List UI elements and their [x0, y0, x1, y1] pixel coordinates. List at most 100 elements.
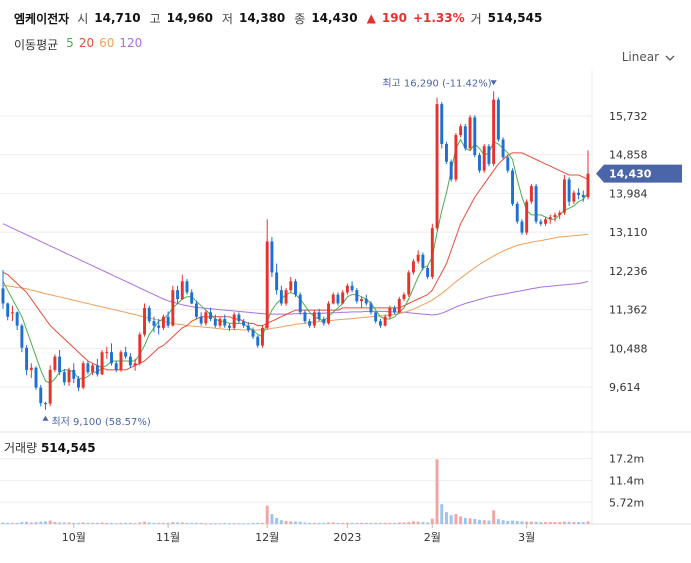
- candle-body: [157, 325, 161, 328]
- candle-body: [43, 403, 47, 405]
- candle: [397, 296, 401, 314]
- volume-bar: [388, 522, 392, 524]
- candle-body: [440, 104, 444, 144]
- volume-bar: [548, 522, 552, 524]
- volume-bar: [194, 522, 198, 524]
- price-tick-label: 9,614: [609, 381, 641, 394]
- candle-body: [289, 281, 293, 291]
- candle-body: [572, 192, 576, 202]
- candle-body: [421, 254, 425, 269]
- candle-body: [478, 155, 481, 171]
- candle: [105, 346, 109, 359]
- candle: [511, 168, 514, 207]
- ma-line-120: [2, 223, 589, 316]
- candle-body: [242, 321, 246, 326]
- volume-bar: [213, 523, 217, 525]
- candle: [34, 366, 38, 390]
- volume-bar: [515, 520, 519, 524]
- volume-bar: [355, 522, 359, 524]
- volume-bar: [223, 522, 227, 524]
- candle: [421, 252, 425, 271]
- open-value: 14,710: [94, 11, 141, 25]
- candle: [586, 150, 590, 200]
- candle-body: [53, 356, 57, 370]
- candle-body: [176, 290, 180, 300]
- high-label: 고: [149, 11, 161, 26]
- candle: [289, 276, 293, 293]
- volume-bar: [185, 522, 189, 524]
- ma-60-label: 60: [99, 36, 115, 50]
- volume-bar: [416, 521, 420, 524]
- candle: [20, 323, 24, 353]
- candle-body: [39, 387, 43, 404]
- volume-bar: [468, 518, 472, 524]
- candle: [525, 199, 529, 235]
- volume-bar: [520, 521, 524, 524]
- candle: [445, 141, 448, 164]
- candle-body: [34, 367, 38, 388]
- candle-body: [468, 117, 472, 149]
- candle-body: [114, 363, 118, 370]
- candle: [468, 115, 472, 151]
- high-value: 14,960: [166, 11, 213, 25]
- price-tick-label: 13,984: [609, 187, 648, 200]
- volume-bar: [459, 516, 463, 524]
- candle-body: [279, 290, 283, 304]
- candle: [539, 219, 543, 226]
- candle: [232, 312, 236, 331]
- volume-bar: [261, 522, 264, 524]
- candle-body: [166, 316, 170, 326]
- candle: [58, 349, 62, 376]
- candle: [388, 305, 392, 319]
- candle: [374, 311, 378, 324]
- candle-body: [360, 299, 364, 302]
- volume-bar: [166, 522, 170, 524]
- candle-body: [77, 378, 80, 388]
- stock-summary-header: 엠케이전자 시 14,710 고 14,960 저 14,380 종 14,43…: [14, 8, 545, 28]
- volume-label: 거: [470, 11, 482, 26]
- candle-body: [15, 312, 19, 326]
- volume-bar: [6, 522, 10, 524]
- candle-body: [544, 219, 548, 224]
- volume-bar: [180, 522, 184, 524]
- candle: [312, 310, 316, 328]
- candle: [6, 302, 10, 321]
- volume-bar: [506, 520, 510, 524]
- volume-bar: [270, 514, 274, 524]
- candle: [138, 332, 142, 366]
- candle-body: [133, 363, 137, 366]
- volume-bar: [105, 522, 109, 524]
- candle: [322, 316, 326, 326]
- moving-average-legend[interactable]: 이동평균 5 20 60 120: [14, 36, 142, 53]
- volume-bar: [369, 522, 373, 524]
- current-price-badge-bg: [596, 164, 682, 183]
- candle: [577, 188, 581, 200]
- scale-label: Linear: [621, 50, 659, 64]
- volume-tick-label: 5.72m: [609, 496, 644, 509]
- volume-bar: [586, 521, 590, 524]
- candle-body: [511, 170, 514, 204]
- volume-bar: [279, 520, 283, 524]
- volume-bar: [43, 521, 47, 524]
- candle-body: [20, 325, 24, 348]
- volume-bar: [110, 522, 113, 524]
- candle: [100, 349, 104, 376]
- candle: [81, 361, 85, 390]
- scale-dropdown[interactable]: Linear: [622, 50, 675, 64]
- candle-body: [345, 285, 349, 293]
- volume-bar: [331, 522, 335, 524]
- candle-body: [124, 352, 128, 357]
- candle-body: [62, 372, 66, 383]
- candle: [294, 279, 297, 297]
- volume-bar: [143, 521, 146, 524]
- candle-body: [246, 325, 250, 331]
- volume-bar: [171, 522, 175, 524]
- candle: [261, 325, 264, 348]
- candle: [515, 201, 519, 224]
- candle: [72, 363, 76, 384]
- candle: [265, 219, 269, 331]
- candle-body: [284, 290, 288, 304]
- volume-bar: [298, 521, 302, 524]
- candle-body: [138, 334, 142, 364]
